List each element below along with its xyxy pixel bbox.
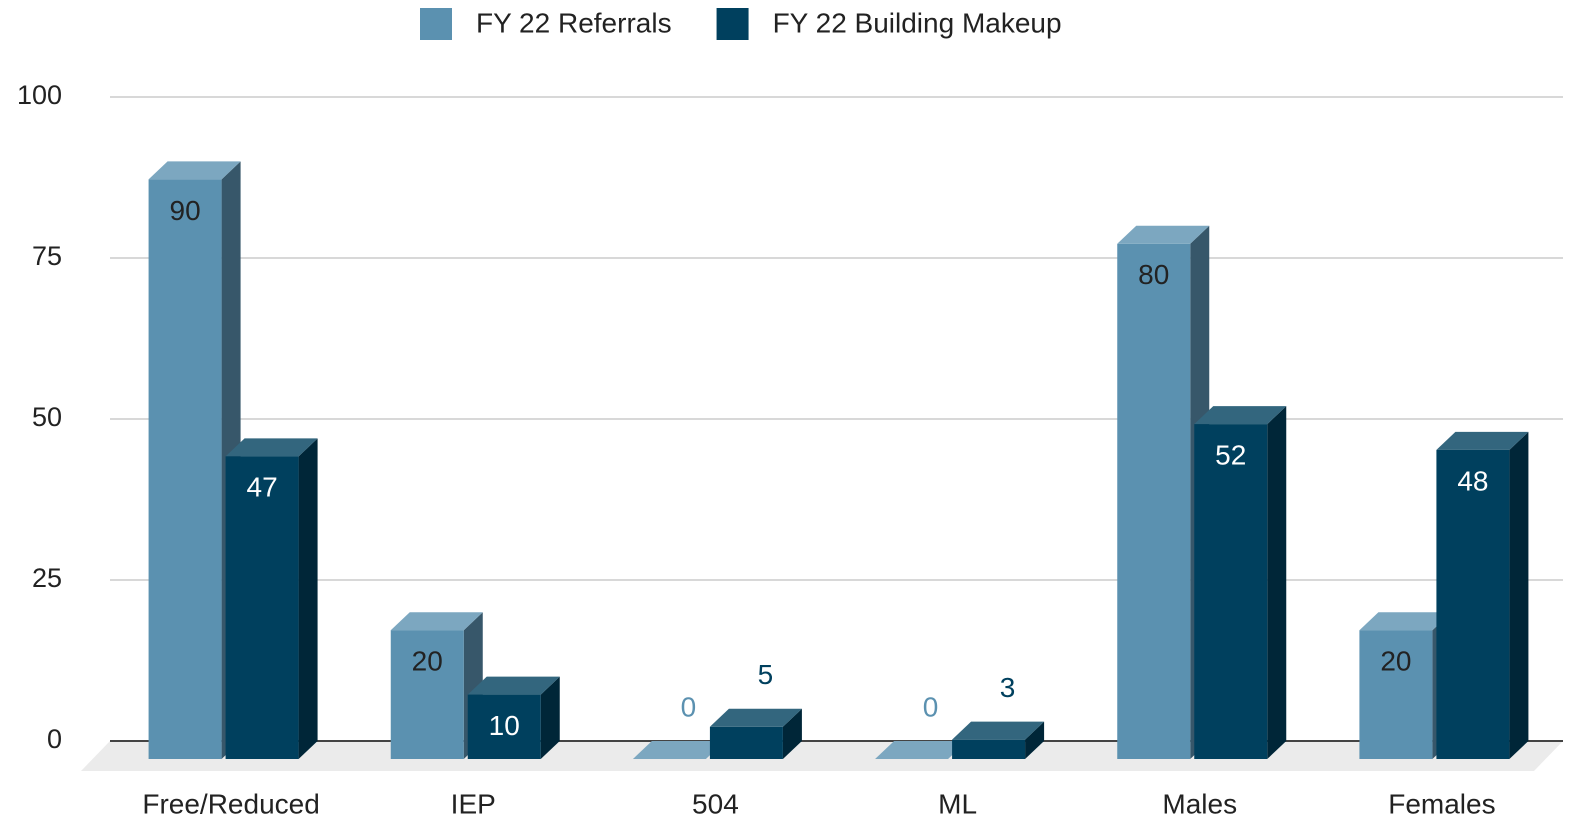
data-label: 10 bbox=[489, 710, 520, 741]
data-label: 5 bbox=[758, 659, 774, 690]
y-tick-label: 50 bbox=[32, 402, 62, 432]
legend-swatch bbox=[716, 8, 749, 40]
bar-top bbox=[148, 161, 241, 180]
bar-top bbox=[1359, 612, 1452, 631]
bar bbox=[148, 179, 222, 759]
y-tick-label: 25 bbox=[32, 563, 62, 593]
bar bbox=[225, 456, 299, 759]
x-tick-label: Free/Reduced bbox=[142, 788, 319, 819]
x-tick-label: 504 bbox=[692, 788, 739, 819]
bar bbox=[1359, 630, 1433, 759]
bar-side bbox=[782, 708, 802, 759]
bar-side bbox=[298, 438, 318, 759]
bar-top bbox=[1117, 225, 1210, 244]
bar bbox=[1194, 424, 1268, 759]
legend-label: FY 22 Referrals bbox=[476, 7, 672, 38]
x-tick-label: IEP bbox=[451, 788, 496, 819]
data-label: 47 bbox=[247, 472, 278, 503]
bar-top bbox=[875, 741, 968, 759]
bar-top bbox=[1194, 406, 1287, 425]
data-label: 48 bbox=[1457, 465, 1488, 496]
bar bbox=[467, 694, 541, 759]
data-label: 90 bbox=[170, 195, 201, 226]
bar-top bbox=[1436, 431, 1529, 450]
bar-top bbox=[632, 741, 725, 759]
data-label: 0 bbox=[923, 691, 939, 722]
data-label: 0 bbox=[681, 691, 697, 722]
bar-top bbox=[709, 708, 802, 727]
bar-top bbox=[467, 676, 560, 695]
x-tick-label: ML bbox=[938, 788, 977, 819]
data-label: 80 bbox=[1138, 259, 1169, 290]
bar bbox=[1436, 449, 1510, 759]
y-tick-label: 100 bbox=[17, 80, 62, 110]
legend-swatch bbox=[420, 8, 452, 40]
bar bbox=[390, 630, 464, 759]
data-label: 3 bbox=[1000, 672, 1016, 703]
bar-top bbox=[225, 438, 318, 457]
data-label: 52 bbox=[1215, 440, 1246, 471]
bar-top bbox=[390, 612, 483, 631]
y-tick-label: 0 bbox=[47, 724, 62, 754]
bar-top bbox=[952, 721, 1045, 740]
x-tick-label: Females bbox=[1388, 788, 1495, 819]
bar-side bbox=[1267, 406, 1287, 759]
y-tick-label: 75 bbox=[32, 241, 62, 271]
bar bbox=[952, 739, 1026, 759]
data-label: 20 bbox=[412, 646, 443, 677]
bar bbox=[709, 726, 783, 759]
bar bbox=[1117, 243, 1191, 760]
bar-side bbox=[1025, 721, 1045, 759]
legend-label: FY 22 Building Makeup bbox=[773, 7, 1062, 38]
data-label: 20 bbox=[1380, 646, 1411, 677]
bar-side bbox=[540, 676, 560, 759]
x-tick-label: Males bbox=[1162, 788, 1237, 819]
bar-side bbox=[1509, 431, 1529, 759]
